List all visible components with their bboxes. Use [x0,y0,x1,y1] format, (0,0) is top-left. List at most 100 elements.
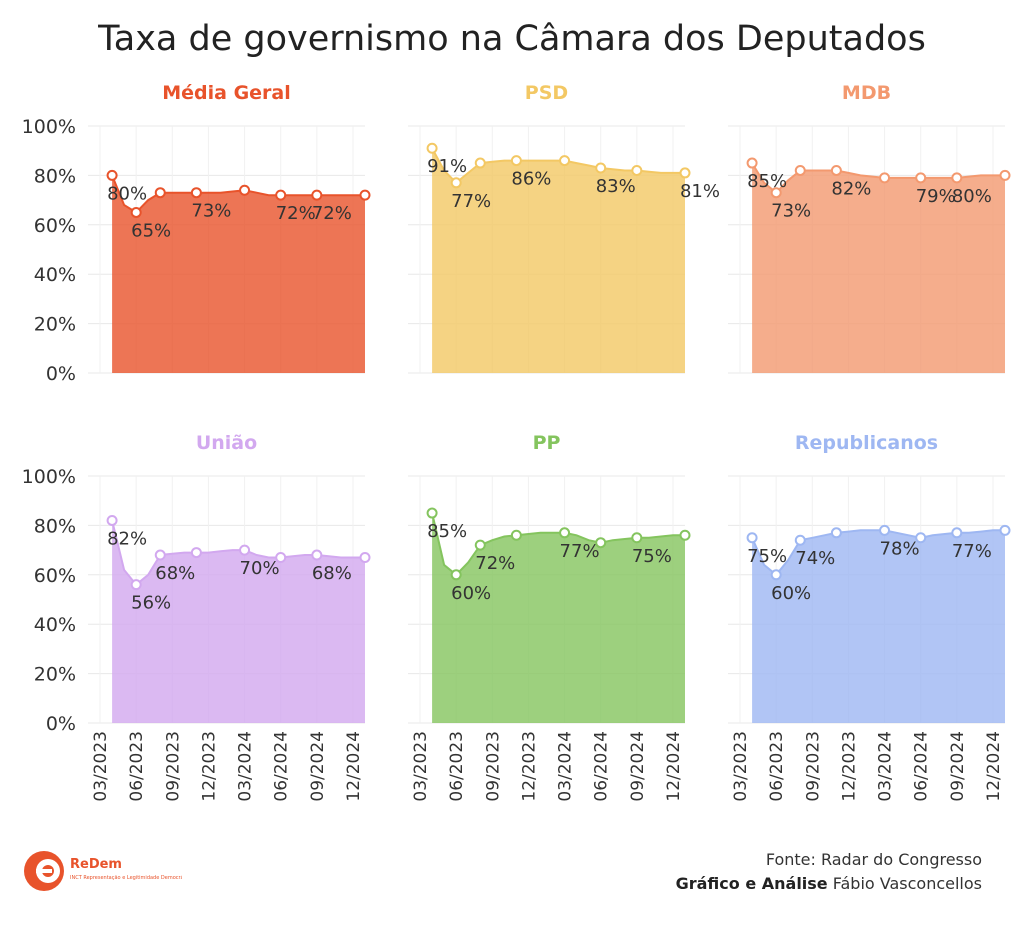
data-label: 74% [795,548,835,569]
series-line [431,512,685,577]
x-tick-label: 03/2024 [876,731,896,802]
data-label: 86% [511,169,551,190]
credit-label: Gráfico e Análise [675,874,828,893]
y-tick-label: 60% [34,215,76,237]
x-tick-label: 03/2023 [731,731,751,802]
x-tick-label: 06/2024 [592,731,612,802]
data-point [915,532,927,544]
data-point [879,524,891,536]
x-tick-label: 06/2023 [447,731,467,802]
data-point [239,184,251,196]
data-point [154,549,166,561]
data-point [426,142,438,154]
data-label: 70% [240,558,280,579]
panel-title: União [196,432,257,454]
data-point [951,172,963,184]
x-tick-label: 12/2024 [344,731,364,802]
data-label: 68% [155,563,195,584]
source-note: Fonte: Radar do Congresso [765,850,982,869]
x-tick-label: 12/2024 [984,731,1004,802]
area-series [432,513,685,723]
data-point [190,547,202,559]
x-tick-label: 06/2023 [767,731,787,802]
data-point [311,549,323,561]
y-tick-label: 20% [34,314,76,336]
x-tick-label: 09/2024 [948,731,968,802]
x-tick-label: 03/2024 [236,731,256,802]
y-tick-label: 0% [46,363,76,385]
panel-title: Média Geral [162,82,291,104]
chart-footer: Fonte: Radar do Congresso Gráfico e Anál… [676,848,982,896]
data-point [359,552,371,564]
area-series [112,175,365,373]
y-tick-label: 80% [34,515,76,537]
x-tick-label: 12/2023 [519,731,539,802]
area-series [432,148,685,373]
x-tick-label: 09/2024 [628,731,648,802]
data-point [275,189,287,201]
panel-5: Republicanos 03/2023 06/2023 09/2023 12/2023… [728,432,1011,802]
data-point [951,527,963,539]
data-point [830,527,842,539]
y-tick-label: 100% [22,116,76,138]
panel-0: Média Geral 0% 20% 40% 60% 80% 100% 80% 65% 73% 72… [22,82,371,385]
data-point [631,532,643,544]
data-label: 60% [771,583,811,604]
data-label: 80% [952,186,992,207]
series-line [431,147,685,185]
series-line [111,175,365,214]
data-point [679,529,691,541]
data-label: 60% [451,583,491,604]
data-label: 77% [560,541,600,562]
x-tick-label: 03/2023 [411,731,431,802]
data-point [595,537,607,549]
data-label: 80% [107,183,147,204]
data-label: 85% [747,171,787,192]
y-tick-label: 40% [34,264,76,286]
panel-1: PSD 91% 77% 86% 83% 81% [408,82,720,374]
data-point [510,155,522,167]
data-point [559,527,571,539]
area-series [752,163,1005,373]
data-point [746,532,758,544]
x-tick-label: 06/2024 [272,731,292,802]
data-label: 81% [680,181,720,202]
y-tick-label: 40% [34,614,76,636]
data-point [450,569,462,581]
panel-3: União 0% 20% 40% 60% 80% 100% 03/2023 06/2023 09/… [22,432,371,802]
y-tick-label: 20% [34,664,76,686]
logo-tagline: INCT Representação e Legitimidade Democr… [70,874,182,881]
data-point [595,162,607,174]
data-label: 78% [880,538,920,559]
y-tick-label: 60% [34,565,76,587]
data-label: 83% [596,176,636,197]
x-tick-label: 09/2023 [803,731,823,802]
data-point [474,157,486,169]
panel-title: PP [533,432,561,454]
x-tick-label: 03/2024 [556,731,576,802]
data-point [106,514,118,526]
data-point [879,172,891,184]
x-tick-label: 12/2024 [664,731,684,802]
data-point [106,169,118,181]
data-point [770,187,782,199]
x-tick-label: 09/2023 [163,731,183,802]
data-label: 68% [312,563,352,584]
data-point [130,206,142,218]
data-point [190,187,202,199]
data-label: 65% [131,220,171,241]
data-point [794,164,806,176]
area-series [112,520,365,723]
panel-title: Republicanos [795,432,938,454]
data-point [311,189,323,201]
y-tick-label: 0% [46,713,76,735]
panel-2: MDB 85% 73% 82% 79%80% [728,82,1011,374]
logo-name: ReDem [70,857,122,872]
credit-line: Gráfico e Análise Fábio Vasconcellos [676,872,982,896]
data-label: 75% [747,546,787,567]
data-point [999,169,1011,181]
data-label: 72% [312,203,352,224]
data-label: 85% [427,521,467,542]
data-label: 91% [427,156,467,177]
